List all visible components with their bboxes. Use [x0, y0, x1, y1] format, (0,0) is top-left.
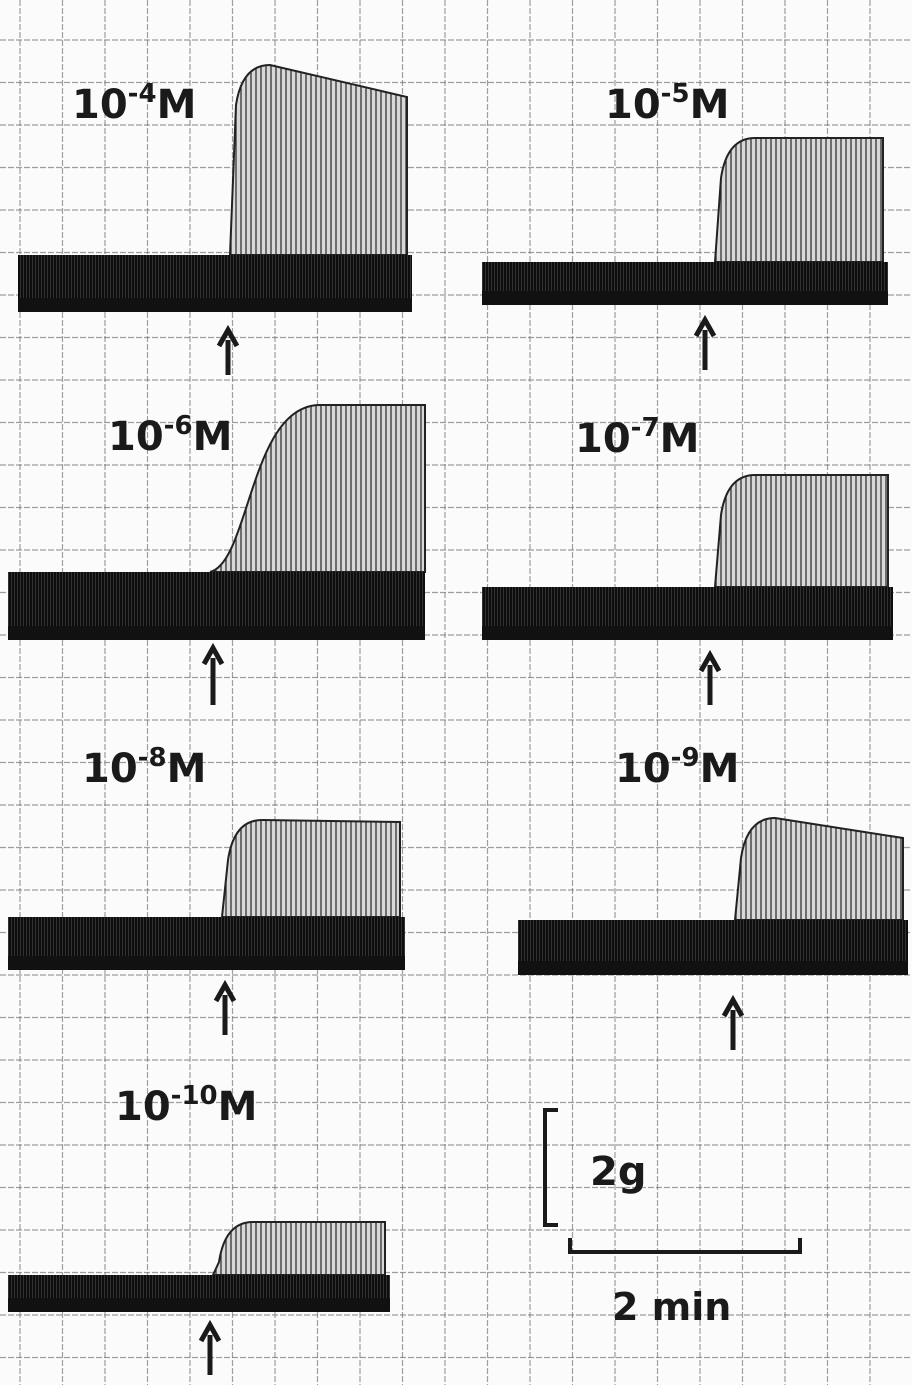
label-exponent: -6 [164, 411, 193, 441]
concentration-label: 10-5M [605, 79, 729, 128]
concentration-label: 10-10M [115, 1081, 257, 1130]
label-base: 10 [108, 414, 164, 460]
arrow-head [693, 314, 717, 338]
response-area [211, 1221, 386, 1276]
baseline-floor [482, 626, 893, 640]
label-unit: M [167, 746, 207, 792]
label-exponent: -8 [138, 743, 167, 773]
baseline-floor [18, 298, 412, 312]
response-area [713, 137, 884, 263]
label-exponent: -4 [128, 79, 157, 109]
force-label: 2g [590, 1149, 646, 1195]
response-area [713, 474, 889, 588]
concentration-label: 10-6M [108, 411, 232, 460]
arrow-head [216, 324, 240, 348]
label-base: 10 [575, 416, 631, 462]
baseline-floor [482, 291, 888, 305]
time-bar [568, 1238, 802, 1254]
traces [8, 63, 908, 1375]
label-base: 10 [115, 1084, 171, 1130]
time-label: 2 min [612, 1285, 731, 1329]
arrow-head [721, 994, 745, 1018]
label-exponent: -7 [631, 413, 660, 443]
response-area [228, 63, 408, 256]
baseline-floor [8, 956, 405, 970]
label-exponent: -9 [671, 743, 700, 773]
label-base: 10 [82, 746, 138, 792]
label-exponent: -10 [171, 1081, 218, 1111]
scale-bar [543, 1108, 802, 1254]
label-exponent: -5 [661, 79, 690, 109]
label-base: 10 [605, 82, 661, 128]
force-bar [543, 1108, 558, 1227]
response-area [220, 818, 401, 918]
label-unit: M [218, 1084, 258, 1130]
label-unit: M [193, 414, 233, 460]
concentration-label: 10-9M [615, 743, 739, 792]
label-unit: M [700, 746, 740, 792]
arrow-head [698, 649, 722, 673]
label-base: 10 [615, 746, 671, 792]
response-area [733, 816, 904, 921]
baseline-floor [518, 961, 908, 975]
baseline-floor [8, 1298, 390, 1312]
label-base: 10 [72, 82, 128, 128]
concentration-label: 10-8M [82, 743, 206, 792]
response-area [209, 404, 426, 573]
arrow-head [213, 979, 237, 1003]
label-unit: M [660, 416, 700, 462]
concentration-label: 10-7M [575, 413, 699, 462]
label-unit: M [157, 82, 197, 128]
baseline-floor [8, 626, 425, 640]
label-unit: M [690, 82, 730, 128]
arrow-head [198, 1319, 222, 1343]
arrow-head [201, 642, 225, 666]
concentration-label: 10-4M [72, 79, 196, 128]
